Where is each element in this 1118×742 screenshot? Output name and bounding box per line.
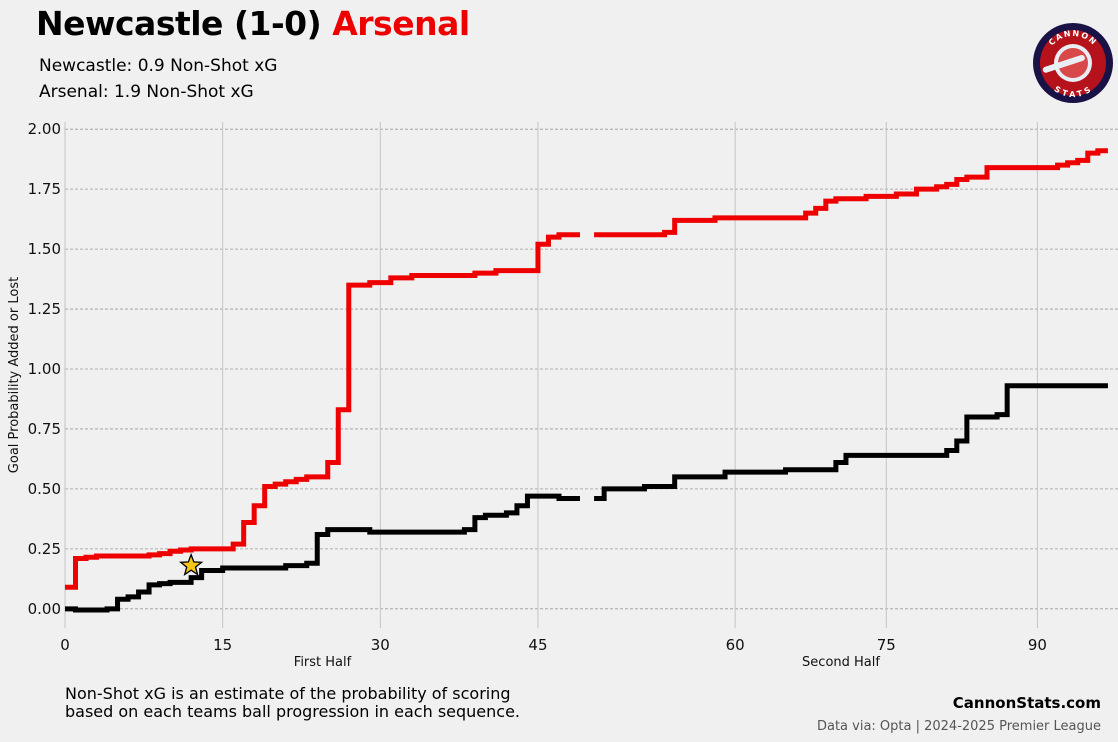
cannon-stats-logo: CANNON STATS	[1033, 23, 1113, 103]
y-tick-label: 1.50	[28, 240, 61, 258]
match-score: (1-0)	[233, 4, 322, 43]
home-xg-label: Newcastle:	[39, 56, 133, 76]
series-line-newcastle	[594, 383, 1108, 502]
y-tick-label: 0.75	[28, 420, 61, 438]
away-xg-line: Arsenal: 1.9 Non-Shot xG	[39, 82, 254, 102]
x-tick-label: 0	[60, 636, 70, 654]
x-tick-label: 30	[371, 636, 390, 654]
series-line-arsenal	[594, 148, 1108, 238]
y-tick-label: 0.50	[28, 480, 61, 498]
x-tick-label: 60	[726, 636, 745, 654]
away-xg-value: 1.9 Non-Shot xG	[113, 82, 254, 102]
note-line-1: Non-Shot xG is an estimate of the probab…	[65, 684, 511, 703]
y-tick-label: 1.25	[28, 300, 61, 318]
y-tick-label: 2.00	[28, 120, 61, 138]
site-name: CannonStats.com	[952, 694, 1101, 712]
note-line-2: based on each teams ball progression in …	[65, 702, 520, 721]
goal-star-icon	[178, 552, 204, 577]
y-tick-label: 0.25	[28, 540, 61, 558]
home-xg-value: 0.9 Non-Shot xG	[137, 56, 278, 76]
panel-label: First Half	[294, 655, 352, 670]
y-axis-label: Goal Probability Added or Lost	[7, 277, 22, 473]
x-tick-label: 75	[877, 636, 896, 654]
series-line-arsenal	[65, 232, 580, 590]
y-tick-label: 0.00	[28, 600, 61, 618]
away-team-name: Arsenal	[332, 4, 470, 43]
home-team-name: Newcastle	[36, 4, 223, 43]
home-xg-line: Newcastle: 0.9 Non-Shot xG	[39, 56, 277, 76]
explanation-note: Non-Shot xG is an estimate of the probab…	[65, 685, 585, 721]
panel-label: Second Half	[802, 655, 880, 670]
y-tick-label: 1.75	[28, 180, 61, 198]
x-tick-label: 45	[528, 636, 547, 654]
x-tick-label: 90	[1028, 636, 1047, 654]
x-tick-label: 15	[213, 636, 232, 654]
away-xg-label: Arsenal:	[39, 82, 109, 102]
series-line-newcastle	[65, 493, 580, 613]
match-title: Newcastle (1-0) Arsenal	[36, 4, 470, 43]
y-tick-label: 1.00	[28, 360, 61, 378]
data-source: Data via: Opta | 2024-2025 Premier Leagu…	[816, 719, 1101, 734]
